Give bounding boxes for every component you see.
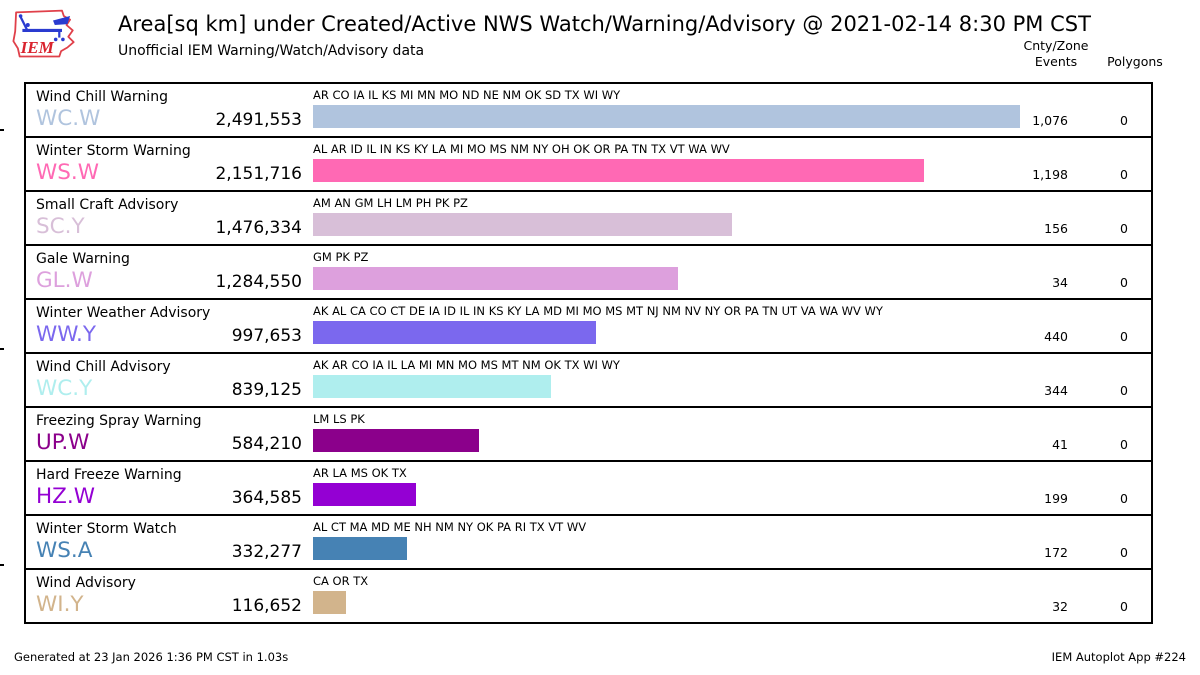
weather-vane-icon <box>18 14 71 42</box>
states-list: AR CO IA IL KS MI MN MO ND NE NM OK SD T… <box>313 88 621 102</box>
area-bar <box>313 537 407 560</box>
area-bar <box>313 159 924 182</box>
polygons-count: 0 <box>1120 221 1128 236</box>
area-bar <box>313 429 479 452</box>
states-list: AL CT MA MD ME NH NM NY OK PA RI TX VT W… <box>313 520 587 534</box>
app-credit: IEM Autoplot App #224 <box>1051 650 1186 664</box>
polygons-count: 0 <box>1120 599 1128 614</box>
events-count: 172 <box>1044 545 1068 560</box>
vtec-code: GL.W <box>36 268 93 293</box>
area-value: 116,652 <box>231 596 302 616</box>
area-value: 364,585 <box>231 488 302 508</box>
states-list: AL AR ID IL IN KS KY LA MI MO MS NM NY O… <box>313 142 730 156</box>
area-value: 1,284,550 <box>215 272 302 292</box>
area-value: 1,476,334 <box>215 218 302 238</box>
table-row-winter-storm-warning: Winter Storm Warning WS.W 2,151,716 AL A… <box>26 138 1151 192</box>
vtec-code: WC.Y <box>36 376 93 401</box>
events-column-header-line2: Events <box>1034 54 1078 69</box>
events-count: 34 <box>1052 275 1068 290</box>
warning-name: Freezing Spray Warning <box>36 413 202 429</box>
events-count: 199 <box>1044 491 1068 506</box>
axis-tick <box>0 348 4 350</box>
warning-name: Wind Advisory <box>36 575 136 591</box>
vtec-code: WS.W <box>36 160 99 185</box>
states-list: AM AN GM LH LM PH PK PZ <box>313 196 468 210</box>
vtec-code: WC.W <box>36 106 101 131</box>
table-row-wind-chill-warning: Wind Chill Warning WC.W 2,491,553 AR CO … <box>26 84 1151 138</box>
polygons-count: 0 <box>1120 383 1128 398</box>
area-value: 997,653 <box>231 326 302 346</box>
states-list: AK AL CA CO CT DE IA ID IL IN KS KY LA M… <box>313 304 883 318</box>
vtec-code: WI.Y <box>36 592 84 617</box>
area-bar <box>313 375 551 398</box>
table-row-freezing-spray-warning: Freezing Spray Warning UP.W 584,210 LM L… <box>26 408 1151 462</box>
vtec-code: UP.W <box>36 430 90 455</box>
table-row-wind-chill-advisory: Wind Chill Advisory WC.Y 839,125 AK AR C… <box>26 354 1151 408</box>
events-column-header-line1: Cnty/Zone <box>1023 38 1089 53</box>
vtec-code: SC.Y <box>36 214 85 239</box>
area-bar <box>313 321 596 344</box>
area-bar <box>313 483 416 506</box>
table-row-winter-weather-advisory: Winter Weather Advisory WW.Y 997,653 AK … <box>26 300 1151 354</box>
polygons-column-header: Polygons <box>1107 54 1163 69</box>
area-bar <box>313 267 678 290</box>
page-subtitle: Unofficial IEM Warning/Watch/Advisory da… <box>118 43 425 59</box>
table-row-hard-freeze-warning: Hard Freeze Warning HZ.W 364,585 AR LA M… <box>26 462 1151 516</box>
states-list: AK AR CO IA IL LA MI MN MO MS MT NM OK T… <box>313 358 620 372</box>
events-count: 344 <box>1044 383 1068 398</box>
warning-name: Winter Weather Advisory <box>36 305 211 321</box>
area-value: 584,210 <box>231 434 302 454</box>
events-count: 1,198 <box>1032 167 1068 182</box>
iem-logo-text: IEM <box>20 38 55 57</box>
polygons-count: 0 <box>1120 437 1128 452</box>
polygons-count: 0 <box>1120 491 1128 506</box>
area-value: 2,491,553 <box>215 110 302 130</box>
warning-table: Wind Chill Warning WC.W 2,491,553 AR CO … <box>24 82 1153 624</box>
events-column-header: Cnty/Zone Events <box>1000 38 1112 70</box>
iem-logo: IEM <box>12 9 75 58</box>
states-list: AR LA MS OK TX <box>313 466 407 480</box>
axis-tick <box>0 564 4 566</box>
warning-name: Small Craft Advisory <box>36 197 179 213</box>
events-count: 440 <box>1044 329 1068 344</box>
events-count: 156 <box>1044 221 1068 236</box>
vtec-code: WS.A <box>36 538 93 563</box>
area-bar <box>313 213 732 236</box>
page-title: Area[sq km] under Created/Active NWS Wat… <box>118 12 1091 36</box>
table-row-wind-advisory: Wind Advisory WI.Y 116,652 CA OR TX 32 0 <box>26 570 1151 622</box>
events-count: 32 <box>1052 599 1068 614</box>
states-list: LM LS PK <box>313 412 365 426</box>
generated-timestamp: Generated at 23 Jan 2026 1:36 PM CST in … <box>14 650 289 664</box>
states-list: GM PK PZ <box>313 250 369 264</box>
warning-name: Wind Chill Warning <box>36 89 168 105</box>
warning-name: Winter Storm Watch <box>36 521 177 537</box>
events-count: 41 <box>1052 437 1068 452</box>
area-bar <box>313 105 1020 128</box>
polygons-count: 0 <box>1120 329 1128 344</box>
polygons-count: 0 <box>1120 275 1128 290</box>
warning-name: Winter Storm Warning <box>36 143 191 159</box>
table-row-gale-warning: Gale Warning GL.W 1,284,550 GM PK PZ 34 … <box>26 246 1151 300</box>
area-value: 839,125 <box>231 380 302 400</box>
polygons-count: 0 <box>1120 113 1128 128</box>
table-row-winter-storm-watch: Winter Storm Watch WS.A 332,277 AL CT MA… <box>26 516 1151 570</box>
polygons-count: 0 <box>1120 545 1128 560</box>
area-bar <box>313 591 346 614</box>
polygons-count: 0 <box>1120 167 1128 182</box>
events-count: 1,076 <box>1032 113 1068 128</box>
area-value: 2,151,716 <box>215 164 302 184</box>
area-value: 332,277 <box>231 542 302 562</box>
vtec-code: HZ.W <box>36 484 95 509</box>
axis-tick <box>0 129 4 131</box>
table-row-small-craft-advisory: Small Craft Advisory SC.Y 1,476,334 AM A… <box>26 192 1151 246</box>
warning-name: Hard Freeze Warning <box>36 467 182 483</box>
warning-name: Wind Chill Advisory <box>36 359 171 375</box>
vtec-code: WW.Y <box>36 322 97 347</box>
warning-name: Gale Warning <box>36 251 130 267</box>
states-list: CA OR TX <box>313 574 369 588</box>
